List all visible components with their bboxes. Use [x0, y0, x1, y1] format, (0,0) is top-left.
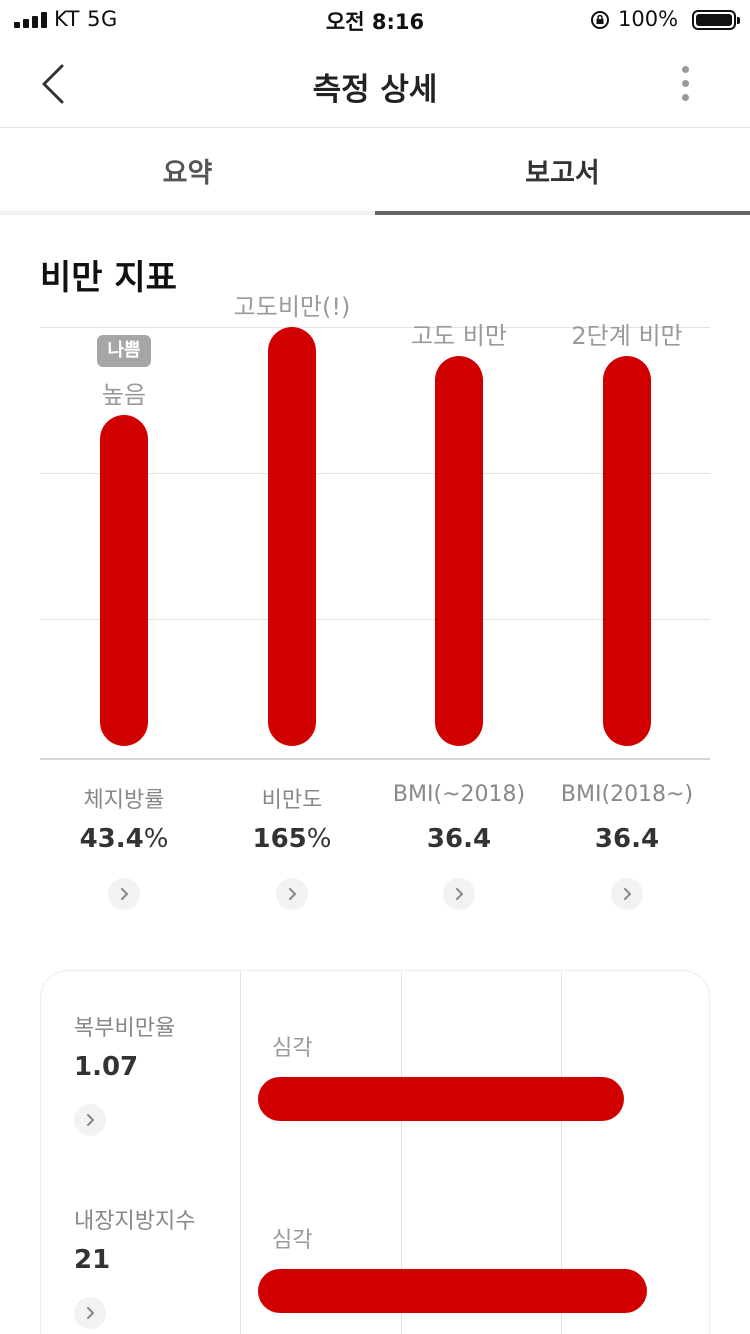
card-divider — [240, 972, 241, 1334]
metric-level-abdominal: 심각 — [272, 1036, 313, 1061]
category-value-obesity-degree: 165% — [252, 824, 332, 854]
bar-level-label-body-fat: 높음 — [101, 381, 147, 409]
metric-bar-abdominal — [258, 1077, 624, 1121]
status-time: 오전 8:16 — [325, 10, 425, 34]
abdominal-detail-button[interactable] — [74, 1104, 106, 1136]
detail-button-bmi-old[interactable] — [443, 878, 475, 910]
section-title: 비만 지표 — [40, 258, 177, 298]
status-bar: KT 5G 오전 8:16 100% — [0, 0, 750, 40]
chevron-right-icon — [624, 888, 631, 900]
bar-bmi-old — [435, 356, 483, 746]
category-label-bmi-new: BMI(2018~) — [560, 782, 694, 807]
bar-bmi-new — [603, 356, 651, 746]
chevron-right-icon — [456, 888, 463, 900]
detail-button-bmi-new[interactable] — [611, 878, 643, 910]
category-label-obesity-degree: 비만도 — [261, 788, 323, 813]
visceral-detail-button[interactable] — [74, 1297, 106, 1329]
chevron-right-icon — [289, 888, 296, 900]
card-divider — [561, 972, 562, 1334]
bar-level-label-bmi-new: 2단계 비만 — [571, 322, 683, 350]
detail-button-obesity-degree[interactable] — [276, 878, 308, 910]
metric-bar-visceral — [258, 1269, 647, 1313]
rotation-lock-icon — [591, 11, 609, 29]
category-value-body-fat: 43.4% — [79, 824, 169, 854]
tab-report[interactable]: 보고서 — [375, 129, 750, 215]
battery-percent: 100% — [618, 7, 679, 31]
metric-name-abdominal: 복부비만율 — [74, 1016, 176, 1041]
metric-name-visceral: 내장지방지수 — [74, 1209, 196, 1234]
header: 측정 상세 — [0, 40, 750, 128]
detail-button-body-fat[interactable] — [108, 878, 140, 910]
signal-icon — [14, 12, 48, 28]
tab-bar: 요약 보고서 — [0, 129, 750, 215]
battery-icon — [692, 10, 740, 30]
tab-summary[interactable]: 요약 — [0, 129, 375, 215]
gridline — [40, 473, 710, 474]
chevron-right-icon — [87, 1307, 94, 1319]
chevron-left-icon — [42, 64, 64, 104]
more-vertical-icon — [682, 66, 689, 73]
bar-level-label-obesity-degree: 고도비만(!) — [233, 293, 351, 321]
more-button[interactable] — [666, 62, 706, 106]
status-badge: 나쁨 — [97, 335, 151, 367]
carrier-label: KT 5G — [54, 7, 118, 31]
bar-body-fat — [100, 415, 148, 746]
metric-value-abdominal: 1.07 — [74, 1052, 139, 1082]
bar-level-label-bmi-old: 고도 비만 — [411, 322, 507, 350]
back-button[interactable] — [28, 58, 80, 110]
category-value-bmi-new: 36.4 — [594, 824, 660, 854]
gridline — [40, 327, 710, 328]
chevron-right-icon — [87, 1114, 94, 1126]
category-value-bmi-old: 36.4 — [426, 824, 492, 854]
card-divider — [401, 972, 402, 1334]
category-label-body-fat: 체지방률 — [83, 788, 165, 813]
metric-value-visceral: 21 — [74, 1245, 111, 1275]
chart-baseline — [40, 758, 710, 760]
metric-level-visceral: 심각 — [272, 1228, 313, 1253]
category-label-bmi-old: BMI(~2018) — [392, 782, 526, 807]
gridline — [40, 619, 710, 620]
page-title: 측정 상세 — [312, 72, 438, 108]
chevron-right-icon — [121, 888, 128, 900]
bar-obesity-degree — [268, 327, 316, 746]
